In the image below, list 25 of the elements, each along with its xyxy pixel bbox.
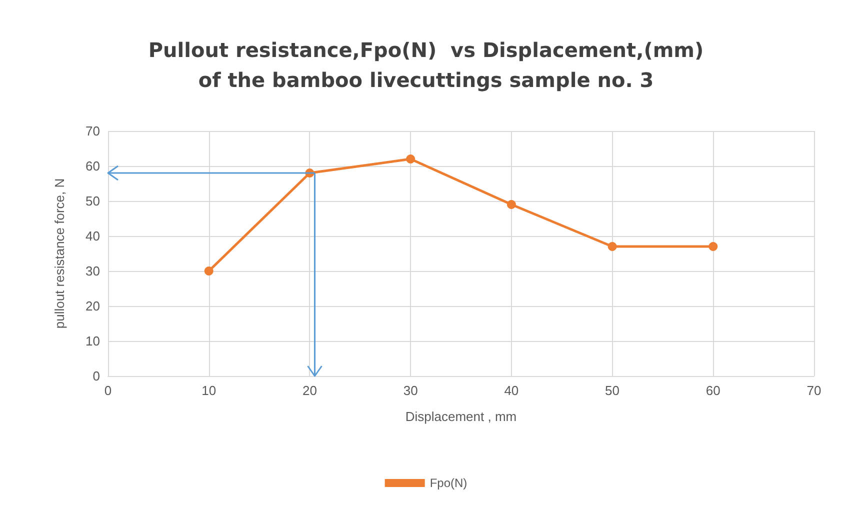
x-tick-label: 60 bbox=[706, 383, 720, 398]
point bbox=[506, 200, 516, 209]
y-tick-label: 70 bbox=[86, 124, 100, 138]
y-tick-label: 0 bbox=[92, 368, 100, 384]
y-tick-label: 50 bbox=[86, 194, 100, 208]
x-tick-label: 0 bbox=[104, 383, 112, 398]
chart-title: Pullout resistance,Fpo(N) vs Displacement,(mm) of the bamboo livecuttings sample no. 3 bbox=[148, 38, 704, 92]
x-tick-label: 40 bbox=[504, 383, 519, 398]
x-tick-label: 50 bbox=[605, 383, 620, 398]
y-tick-label: 40 bbox=[86, 228, 100, 244]
y-tick-label: 20 bbox=[86, 298, 100, 314]
point bbox=[608, 242, 617, 251]
x-axis-title: Displacement , mm bbox=[405, 409, 517, 424]
x-tick-label: 20 bbox=[302, 383, 317, 398]
x-tick-label: 10 bbox=[202, 383, 216, 398]
point bbox=[708, 242, 718, 251]
y-axis-title: pullout resistance force, N bbox=[52, 178, 67, 329]
y-tick-label: 60 bbox=[86, 158, 100, 174]
y-tick-label: 30 bbox=[86, 264, 100, 278]
x-tick-label: 70 bbox=[806, 383, 822, 398]
y-tick-label: 10 bbox=[86, 334, 100, 348]
point bbox=[406, 154, 416, 164]
point bbox=[204, 266, 214, 276]
legend-label: Fpo(N) bbox=[430, 476, 468, 490]
x-tick-label: 30 bbox=[403, 383, 418, 398]
